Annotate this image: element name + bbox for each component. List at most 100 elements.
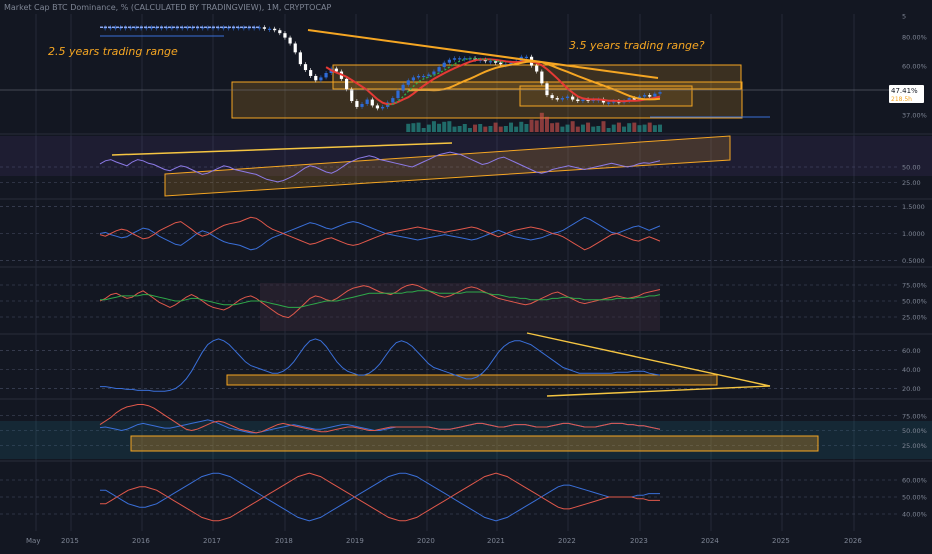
x-tick-label: May [26, 537, 40, 545]
candle-body [452, 58, 457, 60]
y-tick-label: 80.00% [902, 34, 927, 42]
x-tick-label: 2022 [558, 537, 576, 545]
candle-body [565, 96, 570, 99]
series-line [100, 290, 661, 308]
candle-body [607, 102, 611, 104]
volume-bar [544, 116, 549, 132]
volume-bar [632, 122, 637, 132]
volume-bar [426, 124, 431, 132]
x-tick-label: 2024 [701, 537, 719, 545]
volume-bar [539, 112, 544, 132]
trend-lines [0, 29, 898, 397]
candle-body [113, 27, 118, 29]
series-line [99, 216, 661, 251]
candle-body [427, 74, 431, 76]
y-tick-label: 50.00% [902, 298, 927, 306]
volume-bar [514, 126, 519, 132]
volume-bar [483, 126, 488, 132]
candle-body [355, 101, 359, 107]
candle-body [571, 96, 575, 100]
trend-orange-top [307, 29, 659, 79]
x-tick-label: 2026 [844, 537, 862, 545]
volume-bar [406, 123, 411, 132]
candle-body [221, 27, 225, 29]
y-tick-label: 25.00 [902, 179, 921, 187]
candle-body [437, 67, 441, 72]
candle-body [242, 27, 246, 29]
stoch-band [260, 283, 660, 331]
candle-body [463, 58, 467, 60]
volume-bar [462, 124, 467, 132]
x-tick-label: 2016 [132, 537, 150, 545]
candle-body [601, 99, 606, 103]
x-tick-label: 2018 [275, 537, 293, 545]
y-tick-label: 40.00 [902, 366, 921, 374]
y-tick-label: 75.00% [902, 412, 927, 420]
volume-bar [642, 124, 647, 132]
y-tick-label: 60.00% [902, 477, 927, 485]
volume-bar [534, 120, 539, 132]
volume-bar [606, 128, 611, 132]
volume-bar [652, 125, 657, 132]
y-tick-label: 20.00 [902, 385, 921, 393]
candle-body [406, 80, 410, 85]
candle-body [447, 59, 451, 63]
volume-bar [457, 126, 462, 132]
y-tick-label: 50.00% [902, 427, 927, 435]
y-axis: 50.00 25.00 1.5000 1.0000 0.5000 75.00% 50.00%… [902, 13, 927, 519]
candle-body [345, 78, 349, 90]
volume-bar [637, 125, 642, 132]
volume-bar [586, 122, 591, 132]
y-tick-label: 25.00% [902, 442, 927, 450]
volume-bar [555, 122, 560, 132]
candle-body [298, 52, 302, 65]
candle-body [334, 68, 338, 72]
candle-body [288, 37, 292, 44]
candle-body [324, 73, 328, 78]
candle-body [401, 84, 405, 91]
volume-bar [575, 126, 580, 132]
candle-body [550, 95, 554, 99]
x-axis: May 2015 2016 2017 2018 2019 2020 2021 2022 2023 2… [26, 537, 862, 545]
candle-body [632, 98, 636, 100]
candle-body [586, 99, 590, 102]
mfi-band [0, 421, 932, 459]
candle-body [545, 83, 549, 96]
volume-bar [596, 126, 601, 132]
candle-body [370, 99, 374, 106]
volume-bar [529, 119, 534, 132]
y-tick-label: 50.00 [902, 164, 921, 172]
volume-bar [437, 123, 442, 132]
candle-body [442, 62, 446, 68]
candle-body [653, 93, 657, 97]
volume-bar [452, 126, 457, 132]
candle-body [396, 90, 400, 99]
y-tick-label: 37.00% [902, 112, 927, 120]
candle-body [576, 99, 580, 102]
candle-body [149, 27, 153, 29]
candle-body [627, 98, 631, 102]
candle-body [303, 64, 308, 71]
mfi-range-box [130, 435, 819, 452]
volume-bar [647, 122, 652, 132]
candle-body [170, 27, 174, 29]
chart-title: Market Cap BTC Dominance, % (CALCULATED … [4, 3, 332, 12]
candle-body [380, 106, 385, 109]
candle-body [375, 105, 380, 109]
candle-body [134, 27, 138, 29]
candle-body [540, 71, 544, 84]
adx-trend-bottom [546, 385, 771, 397]
y-tick-label: 60.00% [902, 63, 927, 71]
volume-bar [519, 121, 524, 132]
candle-body [488, 61, 493, 63]
y-tick-label: 1.0000 [902, 230, 925, 238]
annotation-left: 2.5 years trading range [48, 45, 178, 58]
bands [0, 136, 932, 459]
volume-bar [601, 121, 606, 132]
x-tick-label: 2017 [203, 537, 221, 545]
x-tick-label: 2025 [772, 537, 790, 545]
y-tick-label: 5 [902, 13, 906, 21]
volume-bar [416, 122, 421, 132]
volume-bar [658, 124, 662, 132]
candle-body [360, 103, 364, 107]
